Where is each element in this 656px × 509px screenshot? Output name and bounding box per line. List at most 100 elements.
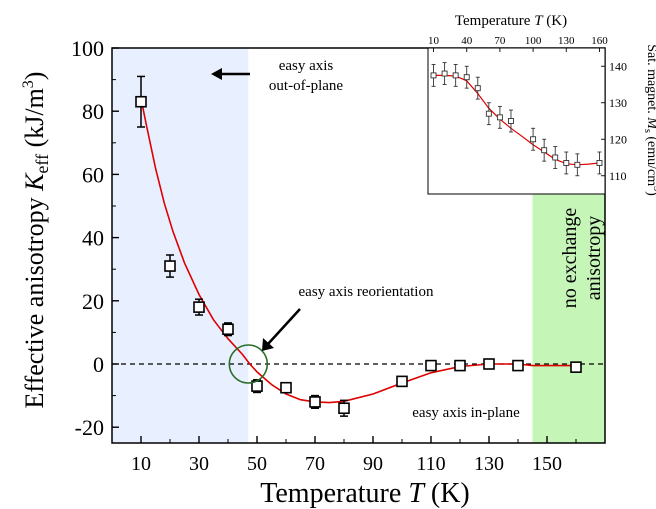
- y-tick-label: 0: [93, 352, 104, 377]
- x-tick-label: 90: [363, 453, 383, 475]
- x-tick-label: 10: [131, 453, 151, 475]
- x-tick-label: 30: [189, 453, 209, 475]
- point-marker: [164, 260, 176, 272]
- inset-point-marker: [574, 161, 581, 168]
- annotation-easy-axis: easy axis: [279, 58, 334, 74]
- data-point: [164, 254, 176, 278]
- point-marker: [483, 358, 495, 370]
- inset-x-axis-ticks: 10 40 70 100 130 160: [428, 35, 608, 52]
- reorientation-marker: [228, 344, 269, 384]
- inset-x-axis-label: Temperature T (K): [455, 13, 567, 29]
- inset-data-point: [430, 63, 437, 87]
- y-tick-label: 20: [82, 289, 104, 314]
- point-marker: [454, 359, 466, 372]
- main-chart: 10 30 50 70 90 110 130 150 -20 0 20 40 60 80 100 easy…: [20, 36, 606, 509]
- point-marker: [425, 359, 437, 372]
- inset-data-point: [452, 63, 459, 87]
- inset-data-point: [596, 151, 603, 175]
- inset-data-point: [496, 105, 503, 129]
- data-point: [512, 359, 524, 372]
- point-marker: [222, 323, 234, 336]
- y-tick-label: 80: [82, 99, 104, 124]
- annotation-anisotropy: anisotropy: [583, 216, 605, 300]
- inset-data-point: [563, 151, 570, 175]
- data-point: [338, 399, 350, 417]
- inset-point-marker: [496, 114, 503, 121]
- inset-point-marker: [474, 85, 481, 92]
- x-tick-label: 50: [247, 453, 267, 475]
- inset-y-axis-label: Sat. magnet. Ms (emu/cm3): [642, 44, 656, 196]
- inset-data-point: [530, 127, 537, 151]
- inset-x-tick-label: 40: [461, 35, 473, 47]
- point-marker: [570, 361, 582, 373]
- fit-curve: [140, 98, 576, 404]
- inset-data-points: [430, 62, 603, 177]
- inset-data-point: [485, 102, 492, 126]
- inset-point-marker: [530, 136, 537, 143]
- inset-data-point: [474, 76, 481, 100]
- inset-data-point: [552, 146, 559, 169]
- point-marker: [512, 359, 524, 372]
- out-of-plane-arrowhead: [211, 68, 222, 80]
- inset-point-marker: [452, 72, 459, 79]
- annotation-out-of-plane: out-of-plane: [269, 78, 343, 94]
- inset-data-point: [574, 153, 581, 177]
- inset-point-marker: [508, 118, 514, 124]
- inset-x-tick-label: 160: [591, 35, 608, 47]
- x-axis-label: Temperature T (K): [260, 478, 470, 509]
- inset-data-point: [463, 65, 470, 89]
- reorientation-arrowhead: [262, 338, 274, 351]
- data-point: [425, 359, 437, 372]
- inset-y-tick-label: 110: [609, 169, 627, 183]
- point-marker: [396, 375, 408, 388]
- inset-y-tick-label: 140: [609, 59, 627, 73]
- y-tick-label: -20: [75, 415, 104, 440]
- no-exchange-region: [532, 194, 605, 443]
- x-tick-label: 70: [305, 453, 325, 475]
- data-point: [570, 361, 582, 373]
- annotation-no-exchange: no exchange: [559, 208, 581, 309]
- inset-chart: 10 40 70 100 130 160 110 120 130 140 Temperature…: [427, 13, 656, 196]
- data-point: [483, 358, 495, 370]
- inset-data-point: [541, 138, 548, 162]
- point-marker: [193, 301, 205, 313]
- inset-y-tick-label: 130: [609, 96, 627, 110]
- point-marker: [135, 95, 147, 108]
- annotation-reorientation: easy axis reorientation: [299, 284, 434, 300]
- x-axis-ticks: 10 30 50 70 90 110 130 150: [131, 436, 577, 475]
- data-point: [396, 375, 408, 388]
- data-point: [454, 359, 466, 372]
- inset-point-marker: [563, 160, 570, 166]
- data-point: [222, 322, 234, 337]
- y-tick-label: 40: [82, 226, 104, 251]
- inset-frame: [427, 47, 606, 195]
- inset-fit-curve: [433, 74, 600, 166]
- inset-point-marker: [441, 70, 448, 77]
- inset-x-tick-label: 10: [428, 35, 440, 47]
- inset-background: [428, 48, 605, 194]
- inset-x-tick-label: 70: [494, 35, 506, 47]
- inset-point-marker: [552, 154, 559, 161]
- y-axis-ticks: -20 0 20 40 60 80 100: [71, 36, 119, 440]
- inset-point-marker: [463, 74, 470, 81]
- inset-point-marker: [485, 110, 492, 117]
- out-of-plane-region: [112, 48, 249, 443]
- data-point: [193, 298, 205, 316]
- inset-y-axis-ticks: 110 120 130 140: [601, 59, 627, 183]
- data-point: [309, 394, 321, 409]
- plot-frame: [111, 47, 606, 444]
- inset-x-tick-label: 100: [525, 35, 542, 47]
- reorientation-arrow: [267, 308, 301, 345]
- point-marker: [309, 396, 321, 408]
- inset-point-marker: [541, 147, 548, 154]
- y-tick-label: 100: [71, 36, 104, 61]
- inset-y-tick-label: 120: [609, 132, 627, 146]
- y-tick-label: 60: [82, 162, 104, 187]
- x-tick-label: 130: [474, 453, 504, 475]
- data-points: [135, 75, 582, 417]
- inset-x-tick-label: 130: [558, 35, 575, 47]
- x-tick-label: 110: [416, 453, 445, 475]
- inset-point-marker: [430, 72, 437, 79]
- annotation-easy-in-plane: easy axis in-plane: [412, 405, 520, 421]
- point-marker: [280, 381, 292, 394]
